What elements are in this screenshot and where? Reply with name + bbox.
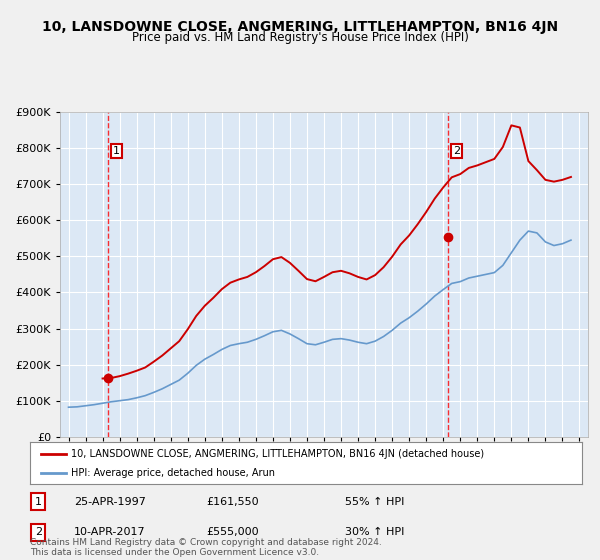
Text: Price paid vs. HM Land Registry's House Price Index (HPI): Price paid vs. HM Land Registry's House … — [131, 31, 469, 44]
Text: 10, LANSDOWNE CLOSE, ANGMERING, LITTLEHAMPTON, BN16 4JN (detached house): 10, LANSDOWNE CLOSE, ANGMERING, LITTLEHA… — [71, 449, 485, 459]
Text: £161,550: £161,550 — [206, 497, 259, 507]
Text: 55% ↑ HPI: 55% ↑ HPI — [344, 497, 404, 507]
Text: 25-APR-1997: 25-APR-1997 — [74, 497, 146, 507]
Text: 1: 1 — [35, 497, 42, 507]
Text: 10, LANSDOWNE CLOSE, ANGMERING, LITTLEHAMPTON, BN16 4JN: 10, LANSDOWNE CLOSE, ANGMERING, LITTLEHA… — [42, 20, 558, 34]
Text: 2: 2 — [35, 528, 42, 538]
Text: 10-APR-2017: 10-APR-2017 — [74, 528, 146, 538]
Text: 2: 2 — [453, 146, 460, 156]
Text: £555,000: £555,000 — [206, 528, 259, 538]
Text: HPI: Average price, detached house, Arun: HPI: Average price, detached house, Arun — [71, 468, 275, 478]
Text: 30% ↑ HPI: 30% ↑ HPI — [344, 528, 404, 538]
Text: Contains HM Land Registry data © Crown copyright and database right 2024.
This d: Contains HM Land Registry data © Crown c… — [30, 538, 382, 557]
Text: 1: 1 — [113, 146, 120, 156]
